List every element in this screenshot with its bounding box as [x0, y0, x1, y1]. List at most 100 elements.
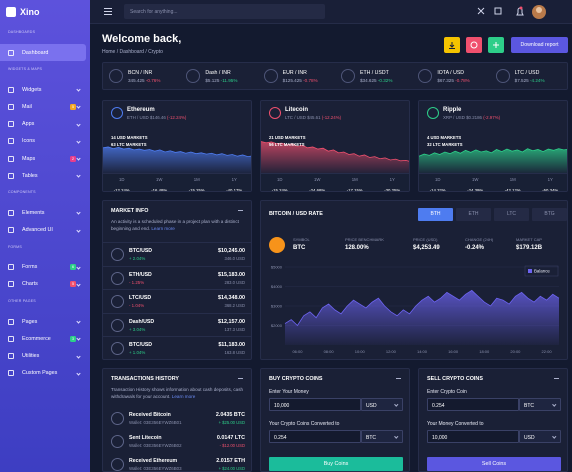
nav-label: Utilities — [22, 353, 40, 360]
y-tick-label: $5000 — [271, 265, 283, 270]
amount-input[interactable]: 10,000 — [427, 430, 519, 443]
ticker-quote: 345.425 -0.76% — [128, 78, 160, 83]
price: $15,183.00 — [218, 271, 245, 278]
unit-select[interactable]: USD — [519, 430, 561, 443]
nav-item[interactable]: Maps 2 — [0, 150, 86, 167]
usd: + $24.00 USD — [218, 466, 245, 471]
btc-icon — [269, 237, 285, 253]
ticker-pair: ETH / USDT — [359, 69, 389, 76]
nav-item[interactable]: Forms 6 — [0, 259, 86, 276]
ticker-pair: IOTA / USD — [437, 69, 465, 76]
tab[interactable]: BTG — [532, 208, 567, 221]
ticker: EUR / INR $125.425 -0.78% — [258, 63, 335, 89]
coin-icon — [111, 107, 123, 119]
nav-item[interactable]: Utilities — [0, 347, 86, 364]
learn-more[interactable]: Learn more — [151, 225, 175, 231]
change: + 3.04% — [129, 326, 146, 332]
add-button[interactable] — [488, 37, 504, 53]
nav-label: Icons — [22, 138, 35, 145]
collapse[interactable] — [238, 210, 243, 211]
volume: 368.2 USD — [224, 303, 245, 309]
buy-coins: BUY CRYPTO COINS Enter Your Money 10,000 US… — [260, 368, 410, 472]
nav-item[interactable]: Ecommerce 3 — [0, 330, 86, 347]
ticker-text: EUR / INR $125.425 -0.78% — [283, 70, 318, 83]
download-report-button[interactable]: Download report — [511, 37, 568, 53]
buy-button[interactable]: Buy Coins — [269, 457, 403, 471]
ticker-icon — [109, 69, 123, 83]
collapse[interactable] — [396, 378, 401, 379]
coin-icon — [111, 412, 124, 425]
unit-select[interactable]: BTC — [519, 398, 561, 411]
ticker-text: Dash / INR $5.125 -11.95% — [205, 70, 237, 83]
area-chart: $2000 $3000 $4000 $5000 06:00 08:00 10:00 12:00… — [271, 265, 560, 354]
sparkline — [103, 146, 251, 173]
tab[interactable]: LTC — [494, 208, 529, 221]
section-title: OTHER PAGES — [8, 299, 36, 304]
sell-button[interactable]: Sell Coins — [427, 457, 561, 471]
nav-item[interactable]: Pages — [0, 313, 86, 330]
unit-select[interactable]: USD — [361, 398, 403, 411]
line — [103, 146, 251, 158]
transaction-title: Received Bitcoin — [129, 412, 171, 418]
stat-label: 1M — [351, 177, 358, 182]
nav-label: Widgets — [22, 86, 42, 93]
nav-item[interactable]: Custom Pages — [0, 365, 86, 382]
change: + 1.04% — [129, 350, 146, 356]
tab[interactable]: ETH — [456, 208, 491, 221]
stat-label: 1Y — [389, 177, 395, 182]
breadcrumb[interactable]: Home / Dashboard / Crypto — [102, 49, 163, 55]
coin-icon — [427, 107, 439, 119]
market-row: LTC/USD - 1.04% $14,348.00 368.2 USD — [103, 289, 251, 312]
amount-input[interactable]: 0.254 — [269, 430, 361, 443]
nav-badge: 5 — [70, 281, 76, 288]
collapse[interactable] — [554, 378, 559, 379]
nav-item[interactable]: Widgets — [0, 81, 86, 98]
nav-item[interactable]: Advanced UI — [0, 222, 86, 239]
coin-markets: 56 LTC MARKETS — [269, 142, 305, 147]
nav-item[interactable]: Mail 5 — [0, 98, 86, 115]
download-icon-button[interactable] — [444, 37, 460, 53]
chevron — [76, 282, 81, 287]
stop-button[interactable] — [466, 37, 482, 53]
card-title: BITCOIN / USD RATE — [269, 211, 323, 217]
stat-label: 1W — [314, 177, 321, 182]
nav-item[interactable]: Tables — [0, 167, 86, 184]
area — [103, 146, 251, 173]
ticker-price: $5.125 — [205, 77, 220, 83]
coin-price: LTC / USD $45.61 — [285, 115, 321, 120]
coin-quote: XRP / USD $0.2186 (-2.97%) — [443, 115, 500, 120]
stat-value: -0.24% — [465, 245, 485, 251]
nav-item[interactable]: Dashboard — [0, 44, 86, 62]
amount-input[interactable]: 10,000 — [269, 398, 361, 411]
stat-value: -17.15% — [346, 188, 363, 192]
field-label: Your Money Converted to — [427, 421, 484, 427]
coin-icon — [111, 435, 124, 448]
amount-input[interactable]: 0.254 — [427, 398, 519, 411]
nav-item[interactable]: Apps — [0, 116, 86, 133]
pair: BTC/USD — [129, 248, 153, 254]
ticker-quote: $34.625 -0.32% — [360, 78, 392, 83]
learn-more[interactable]: Learn more — [171, 393, 196, 399]
stat-value: -12.24% — [113, 188, 130, 192]
sparkline — [419, 148, 567, 173]
coin-price: XRP / USD $0.2186 — [443, 115, 482, 120]
search-input[interactable]: Search for anything... — [124, 4, 325, 19]
nav-item[interactable]: Icons — [0, 133, 86, 150]
transactions: TRANSACTIONS HISTORY Transaction History … — [102, 368, 252, 472]
nav-badge: 2 — [70, 155, 76, 162]
nav-label: Mail — [22, 103, 32, 110]
stat: 1M -17.15% — [336, 174, 374, 192]
nav-item[interactable]: Charts 5 — [0, 276, 86, 293]
nav-label: Ecommerce — [22, 335, 51, 342]
unit-select[interactable]: BTC — [361, 430, 403, 443]
tab[interactable]: BTH — [418, 208, 453, 221]
nav-item[interactable]: Elements — [0, 204, 86, 221]
stat-label: 1W — [156, 177, 163, 182]
stat-value: BTC — [293, 245, 306, 251]
stat-value: -30.25% — [384, 188, 401, 192]
change: - 1.25% — [129, 279, 145, 285]
collapse[interactable] — [238, 378, 243, 379]
chevron — [76, 353, 81, 359]
y-tick-label: $3000 — [271, 304, 283, 309]
stat-value: $4,253.49 — [413, 245, 440, 251]
